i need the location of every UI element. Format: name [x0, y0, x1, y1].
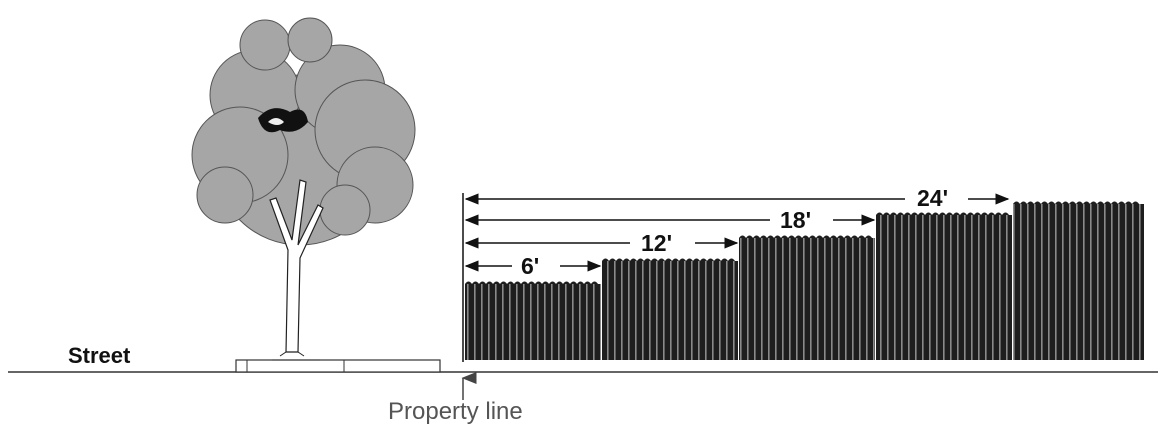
- fence-section-1: [465, 281, 601, 360]
- dimension-label-12ft: 12': [638, 231, 676, 255]
- dimension-label-24ft: 24': [914, 186, 952, 210]
- fence-section-2: [602, 258, 738, 360]
- fence: [465, 201, 1144, 360]
- tree: [191, 17, 416, 361]
- trunk-base: [272, 351, 320, 361]
- property-line-label: Property line: [388, 398, 523, 425]
- dimension-label-18ft: 18': [777, 208, 815, 232]
- dimension-arrows: [464, 193, 1010, 272]
- tree-trunk: [269, 179, 324, 353]
- canopy-gap: [258, 108, 308, 133]
- street-label: Street: [68, 343, 131, 368]
- sidewalk-strip: [235, 359, 441, 373]
- fence-section-3: [739, 235, 875, 360]
- tree-canopy: [191, 17, 416, 246]
- dimension-label-6ft: 6': [518, 254, 543, 278]
- fence-section-4: [876, 212, 1012, 360]
- fence-section-5: [1013, 201, 1144, 360]
